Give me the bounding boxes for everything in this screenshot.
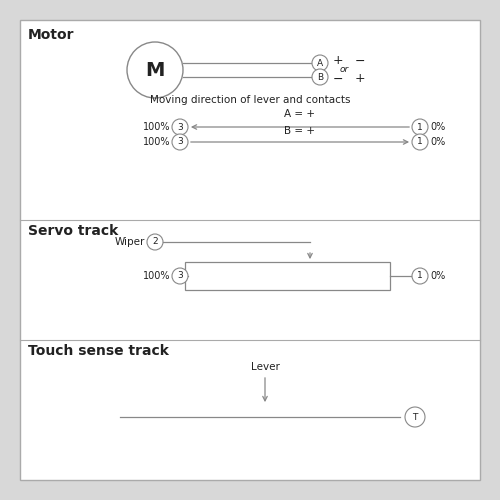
Text: B = +: B = + — [284, 126, 316, 136]
Text: B: B — [317, 72, 323, 82]
Text: Servo track: Servo track — [28, 224, 118, 238]
Text: 0%: 0% — [430, 271, 446, 281]
Circle shape — [172, 119, 188, 135]
Text: 0%: 0% — [430, 137, 446, 147]
Text: Wiper: Wiper — [114, 237, 145, 247]
Bar — [185, 262, 390, 290]
Text: Motor: Motor — [28, 28, 74, 42]
Text: Lever: Lever — [250, 362, 280, 372]
Text: or: or — [340, 66, 348, 74]
Text: T: T — [412, 412, 418, 422]
Text: 3: 3 — [177, 138, 183, 146]
Circle shape — [172, 134, 188, 150]
Circle shape — [312, 69, 328, 85]
Text: 100%: 100% — [142, 271, 170, 281]
Text: +: + — [333, 54, 344, 68]
Text: 3: 3 — [177, 272, 183, 280]
Circle shape — [172, 268, 188, 284]
Text: −: − — [333, 72, 344, 86]
Circle shape — [412, 119, 428, 135]
Text: 0%: 0% — [430, 122, 446, 132]
Text: 100%: 100% — [142, 122, 170, 132]
Text: M: M — [146, 60, 165, 80]
Circle shape — [412, 134, 428, 150]
Text: A: A — [317, 58, 323, 68]
Circle shape — [412, 268, 428, 284]
Text: A = +: A = + — [284, 109, 316, 119]
Circle shape — [147, 234, 163, 250]
Text: 1: 1 — [417, 272, 423, 280]
Circle shape — [127, 42, 183, 98]
Text: +: + — [355, 72, 366, 86]
Circle shape — [312, 55, 328, 71]
Text: 1: 1 — [417, 122, 423, 132]
Text: Moving direction of lever and contacts: Moving direction of lever and contacts — [150, 95, 350, 105]
Text: 2: 2 — [152, 238, 158, 246]
Text: 3: 3 — [177, 122, 183, 132]
Circle shape — [405, 407, 425, 427]
Text: Touch sense track: Touch sense track — [28, 344, 169, 358]
Text: −: − — [355, 54, 366, 68]
Text: 100%: 100% — [142, 137, 170, 147]
Text: 1: 1 — [417, 138, 423, 146]
